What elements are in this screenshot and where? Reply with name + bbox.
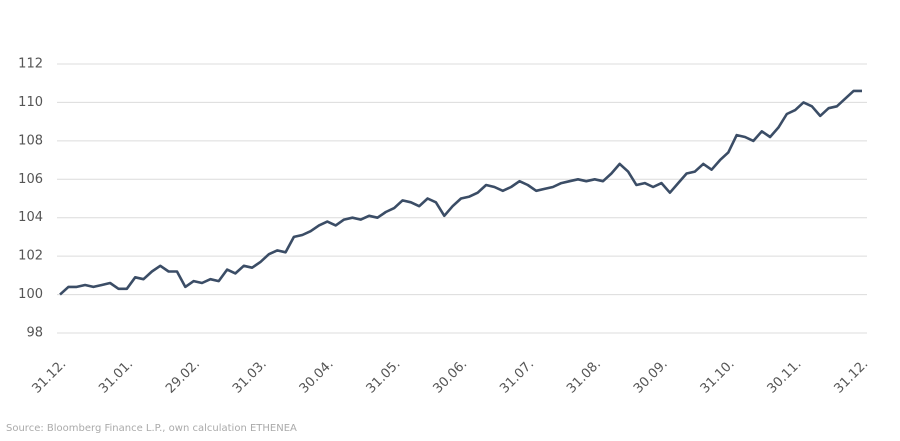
y-tick-label: 104 — [18, 210, 43, 225]
y-tick-label: 100 — [18, 287, 43, 302]
x-tick-label: 30.06. — [430, 357, 470, 397]
x-tick-label: 29.02. — [163, 357, 203, 397]
y-tick-label: 102 — [18, 249, 43, 264]
x-tick-label: 30.09. — [631, 357, 671, 397]
y-tick-label: 110 — [18, 95, 43, 110]
x-tick-label: 31.10. — [698, 357, 738, 397]
x-tick-label: 31.03. — [230, 357, 270, 397]
x-tick-label: 31.05. — [364, 357, 404, 397]
x-tick-label: 31.12. — [29, 357, 69, 397]
x-tick-label: 31.12. — [831, 357, 871, 397]
y-tick-label: 108 — [18, 133, 43, 148]
y-tick-label: 112 — [18, 57, 43, 72]
x-tick-label: 31.08. — [564, 357, 604, 397]
x-tick-label: 31.07. — [497, 357, 537, 397]
source-note: Source: Bloomberg Finance L.P., own calc… — [6, 423, 297, 434]
y-tick-label: 98 — [26, 326, 43, 341]
x-tick-label: 31.01. — [96, 357, 136, 397]
line-series — [59, 89, 862, 296]
y-tick-label: 106 — [18, 172, 43, 187]
x-tick-label: 30.11. — [765, 357, 805, 397]
x-tick-label: 30.04. — [297, 357, 337, 397]
